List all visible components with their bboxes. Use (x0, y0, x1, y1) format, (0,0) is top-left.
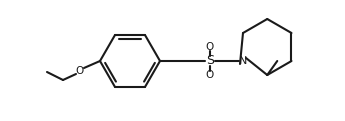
Text: S: S (206, 54, 214, 68)
Text: O: O (206, 70, 214, 80)
Text: O: O (206, 42, 214, 52)
Text: N: N (239, 56, 247, 66)
Text: O: O (76, 66, 84, 76)
